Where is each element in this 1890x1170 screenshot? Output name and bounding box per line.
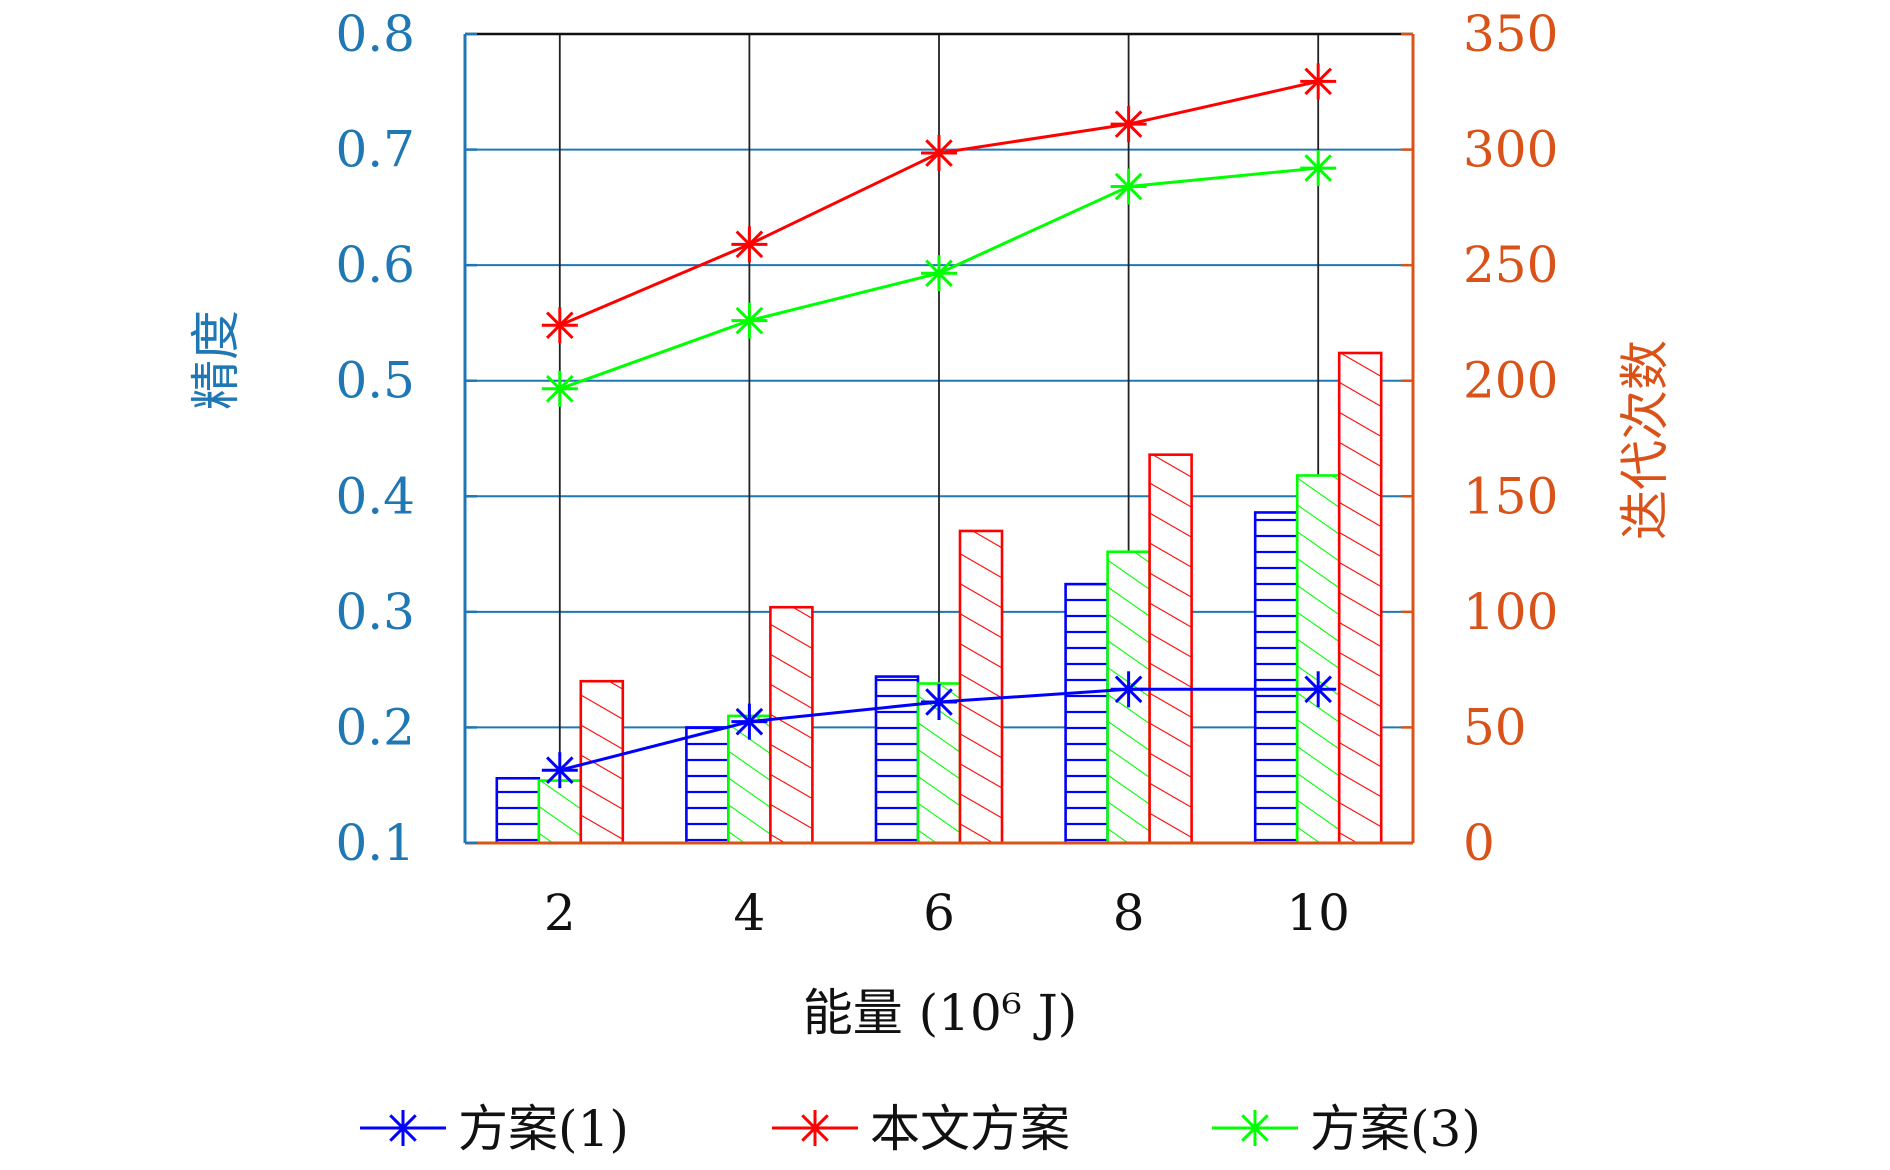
lines	[541, 63, 1337, 789]
y-axis-label-right: 迭代次数	[1616, 340, 1674, 540]
y-tick-label-right: 0	[1463, 814, 1495, 872]
bar	[958, 529, 1004, 845]
bar	[579, 679, 625, 845]
point-marker	[541, 370, 578, 407]
point-marker	[731, 302, 768, 339]
point-marker	[921, 135, 957, 172]
y-tick-label-right: 350	[1463, 5, 1558, 63]
point-marker	[1237, 1110, 1273, 1146]
y-tick-label-right: 150	[1463, 467, 1558, 525]
legend: 方案(1) 本文方案 方案(3)	[360, 1100, 1481, 1158]
x-tick-label: 8	[1113, 884, 1145, 942]
y-tick-label-left: 0.2	[335, 698, 415, 756]
y-tick-label-right: 300	[1463, 121, 1558, 179]
axis-labels: 精度 迭代次数 能量 (10⁶ J)	[187, 310, 1674, 1042]
legend-label: 方案(1)	[458, 1100, 629, 1158]
y-tick-label-right: 50	[1463, 698, 1527, 756]
point-marker	[541, 307, 578, 344]
legend-label: 本文方案	[870, 1100, 1070, 1158]
point-marker	[1300, 671, 1337, 708]
x-tick-label: 2	[544, 884, 576, 942]
x-axis-label: 能量 (10⁶ J)	[803, 984, 1078, 1042]
point-marker	[1110, 671, 1147, 708]
bar	[769, 605, 814, 845]
legend-entry: 本文方案	[772, 1100, 1070, 1158]
point-marker	[921, 684, 957, 721]
y-tick-label-left: 0.1	[335, 814, 415, 872]
point-marker	[1110, 168, 1147, 205]
bar	[495, 776, 541, 845]
bars	[495, 351, 1383, 845]
point-marker	[385, 1110, 421, 1146]
tick-labels: 0.1 0.2 0.3 0.4 0.5 0.6 0.7 0.8 0 50 100 150 200 250 3…	[335, 5, 1558, 942]
y-tick-label-right: 250	[1463, 236, 1558, 294]
point-marker	[541, 752, 578, 789]
legend-label: 方案(3)	[1310, 1100, 1481, 1158]
point-marker	[731, 703, 768, 740]
x-tick-label: 4	[733, 884, 765, 942]
legend-entry: 方案(1)	[360, 1100, 629, 1158]
y-tick-label-left: 0.8	[335, 5, 415, 63]
y-tick-label-left: 0.5	[335, 352, 415, 410]
point-marker	[731, 226, 768, 263]
point-marker	[921, 255, 957, 292]
y-axis-label-left: 精度	[187, 310, 245, 410]
bar	[1337, 351, 1383, 845]
axes	[463, 32, 1415, 845]
y-tick-label-right: 100	[1463, 583, 1558, 641]
bar	[685, 726, 730, 845]
legend-entry: 方案(3)	[1212, 1100, 1481, 1158]
x-tick-label: 6	[923, 884, 955, 942]
y-tick-label-left: 0.3	[335, 583, 415, 641]
point-marker	[1300, 63, 1337, 100]
y-tick-label-right: 200	[1463, 352, 1558, 410]
point-marker	[1110, 106, 1147, 143]
y-tick-label-left: 0.4	[335, 467, 415, 525]
bar	[874, 675, 920, 845]
point-marker	[1300, 150, 1337, 187]
x-tick-label: 10	[1286, 884, 1350, 942]
bar	[537, 779, 583, 845]
bar	[1148, 453, 1193, 845]
y-tick-label-left: 0.6	[335, 236, 415, 294]
point-marker	[797, 1110, 833, 1146]
bar	[1253, 511, 1299, 845]
y-tick-label-left: 0.7	[335, 121, 415, 179]
bar	[1064, 582, 1109, 845]
bar	[1295, 474, 1341, 845]
